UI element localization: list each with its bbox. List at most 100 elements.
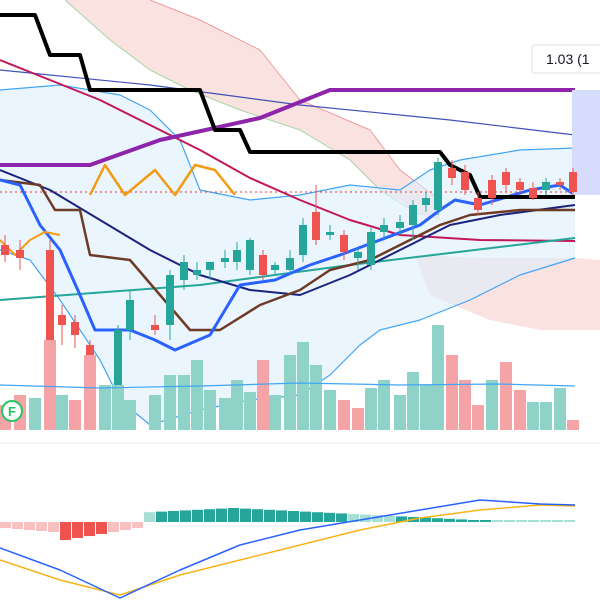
macd-bar [72, 522, 83, 538]
macd-bar [552, 520, 563, 522]
volume-bar [69, 400, 81, 430]
macd-bar [216, 508, 227, 522]
oscillator-line [88, 163, 236, 197]
macd-bar [360, 514, 371, 522]
price-label-box [531, 44, 600, 74]
volume-bar [432, 325, 444, 430]
candle-body [409, 205, 417, 225]
candle-body [326, 232, 334, 235]
ma-line [0, 178, 575, 332]
macd-bar [516, 520, 527, 522]
macd-bar [60, 522, 71, 540]
candle-body [569, 172, 577, 192]
volume-bar [486, 380, 498, 430]
volume-bar [84, 355, 96, 430]
macd-bar [468, 520, 479, 522]
volume [0, 325, 579, 430]
candle-body [556, 182, 564, 185]
candle-body [434, 162, 442, 210]
cloud-edge [64, 0, 421, 216]
macd-bar [144, 512, 155, 522]
volume-bar [112, 385, 124, 430]
macd-bar [348, 514, 359, 522]
volume-bar [310, 365, 322, 430]
volume-bar [164, 375, 176, 430]
macd-bar [504, 520, 515, 522]
macd-bar [564, 520, 575, 522]
macd-bar [240, 508, 251, 522]
macd-bar [396, 516, 407, 522]
volume-bar [459, 380, 471, 430]
candle-body [474, 198, 482, 210]
volume-bar [352, 408, 364, 430]
macd-bar [372, 515, 383, 522]
volume-bar [191, 360, 203, 430]
candle-body [299, 225, 307, 255]
volume-bar [540, 402, 552, 430]
macd-bar [492, 520, 503, 522]
candle-body [396, 222, 404, 228]
volume-bar [338, 400, 350, 430]
macd-bar [420, 517, 431, 522]
candle-body [221, 258, 229, 262]
candle-body [193, 270, 201, 275]
band-upper [0, 84, 576, 201]
macd-bar [108, 522, 119, 532]
volume-bar [244, 392, 256, 430]
macd-line [0, 499, 576, 599]
candle-body [233, 250, 241, 262]
macd-bar [132, 522, 143, 528]
macd-bar [84, 522, 95, 536]
volume-bar [204, 390, 216, 430]
candle-body [516, 182, 524, 190]
volume-bar [472, 405, 484, 430]
volume-bar [219, 398, 231, 430]
macd-bar [228, 508, 239, 522]
ma-line [0, 178, 576, 352]
macd-bar [444, 518, 455, 522]
candle-body [529, 188, 537, 198]
macd-bar [204, 509, 215, 522]
candle-body [354, 252, 362, 258]
macd-bar [324, 512, 335, 522]
macd-bar [36, 522, 47, 531]
volume-bar [284, 355, 296, 430]
candle-body [380, 225, 388, 232]
macd-bar [540, 520, 551, 522]
oscillator-line [0, 231, 61, 256]
volume-bar [446, 355, 458, 430]
candle-body [461, 172, 469, 190]
volume-bar [56, 395, 68, 430]
candle-body [542, 182, 550, 190]
macd-bar [156, 511, 167, 522]
macd-bar [252, 509, 263, 522]
macd-bar [192, 509, 203, 522]
price-label: 1.03 (1 [546, 51, 590, 67]
macd-bar [0, 522, 11, 528]
volume-bar [178, 375, 190, 430]
marker-icon[interactable] [1, 400, 23, 422]
candle-body [46, 250, 54, 390]
candle-body [340, 235, 348, 252]
volume-bar [149, 395, 161, 430]
ma-line [0, 169, 576, 296]
macd-bar [456, 519, 467, 522]
candle-body [246, 240, 254, 270]
candle-body [71, 322, 79, 335]
volume-bar [420, 385, 432, 430]
candle-body [206, 262, 214, 270]
candle-body [180, 262, 188, 280]
volume-bar [231, 380, 243, 430]
candle-body [367, 232, 375, 265]
candle-body [1, 245, 9, 255]
volume-bar [500, 362, 512, 430]
volume-bar [269, 395, 281, 430]
signal-line [0, 504, 576, 596]
volume-bar [99, 385, 111, 430]
macd-bar [264, 509, 275, 522]
volume-bar [257, 360, 269, 430]
candle-body [259, 255, 267, 275]
ichimoku-line [0, 88, 575, 167]
cloud-bearish [65, 0, 440, 220]
